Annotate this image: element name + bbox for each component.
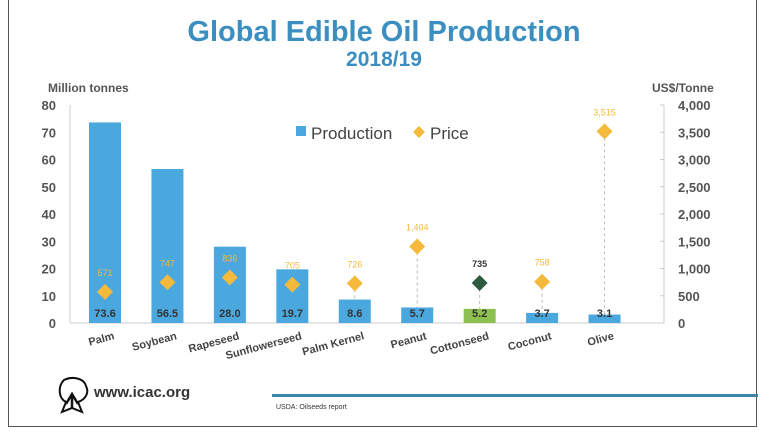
y2-tick-label: 0: [678, 316, 685, 331]
source-note: USDA: Oilseeds report: [276, 404, 347, 411]
y2-axis-title: US$/Tonne: [652, 81, 714, 95]
production-bar: [338, 299, 371, 323]
price-marker: [221, 269, 238, 286]
y2-tick-label: 1,500: [678, 234, 711, 249]
price-marker: [409, 238, 426, 255]
production-label: 5.7: [410, 308, 425, 320]
category-label: Peanut: [389, 330, 428, 351]
y2-tick-label: 3,000: [678, 153, 711, 168]
price-label: 1,404: [406, 222, 429, 232]
slide-frame: [8, 0, 757, 427]
y-tick-label: 80: [42, 98, 56, 113]
legend-price-swatch: [413, 126, 425, 138]
price-label: 726: [347, 259, 362, 269]
production-bar: [463, 308, 496, 323]
y-axis-title: Million tonnes: [48, 81, 129, 95]
y-tick-label: 10: [42, 289, 56, 304]
price-marker: [596, 123, 613, 140]
y2-tick-label: 3,500: [678, 125, 711, 140]
category-label: Coconut: [507, 330, 554, 353]
price-marker: [346, 275, 363, 292]
y-tick-label: 40: [42, 207, 56, 222]
y2-tick-label: 500: [678, 289, 700, 304]
price-marker: [534, 273, 551, 290]
y2-tick-label: 1,000: [678, 262, 711, 277]
website-link[interactable]: www.icac.org: [94, 384, 191, 401]
legend-production-label: Production: [311, 124, 392, 143]
y-tick-label: 0: [49, 316, 56, 331]
price-label: 3,515: [593, 107, 616, 117]
production-bar: [588, 314, 621, 323]
price-marker: [471, 274, 488, 291]
chart-subtitle: 2018/19: [346, 48, 422, 71]
price-marker: [97, 283, 113, 300]
y-tick-label: 60: [42, 153, 56, 168]
production-bar: [401, 307, 434, 323]
production-label: 56.5: [157, 308, 178, 320]
production-label: 3.7: [534, 308, 549, 320]
price-label: 571: [97, 268, 112, 278]
y-tick-label: 30: [42, 234, 56, 249]
y-tick-label: 20: [42, 262, 56, 277]
category-label: Palm Kernel: [301, 330, 366, 358]
price-label: 705: [285, 261, 300, 271]
price-label: 836: [222, 253, 237, 263]
price-marker: [159, 274, 176, 291]
y-tick-label: 70: [42, 125, 56, 140]
price-label: 735: [472, 259, 487, 269]
price-marker: [284, 276, 301, 293]
legend-price-label: Price: [430, 124, 469, 143]
legend-production-swatch: [296, 126, 306, 136]
production-label: 28.0: [219, 308, 240, 320]
footer-divider: [272, 394, 758, 397]
category-label: Cottonseed: [429, 330, 491, 357]
production-label: 5.2: [472, 308, 487, 320]
production-label: 19.7: [282, 308, 303, 320]
category-label: Soybean: [131, 330, 179, 354]
production-label: 73.6: [94, 308, 115, 320]
chart-title: Global Edible Oil Production: [187, 16, 581, 48]
category-label: Palm: [87, 330, 116, 348]
production-label: 3.1: [597, 308, 612, 320]
price-label: 758: [535, 258, 550, 268]
category-label: Olive: [586, 330, 615, 349]
production-bar: [151, 169, 184, 323]
y2-tick-label: 4,000: [678, 98, 711, 113]
y2-tick-label: 2,000: [678, 207, 711, 222]
y-tick-label: 50: [42, 180, 56, 195]
y2-tick-label: 2,500: [678, 180, 711, 195]
price-label: 747: [160, 258, 175, 268]
production-label: 8.6: [347, 308, 362, 320]
production-bar: [526, 312, 559, 323]
